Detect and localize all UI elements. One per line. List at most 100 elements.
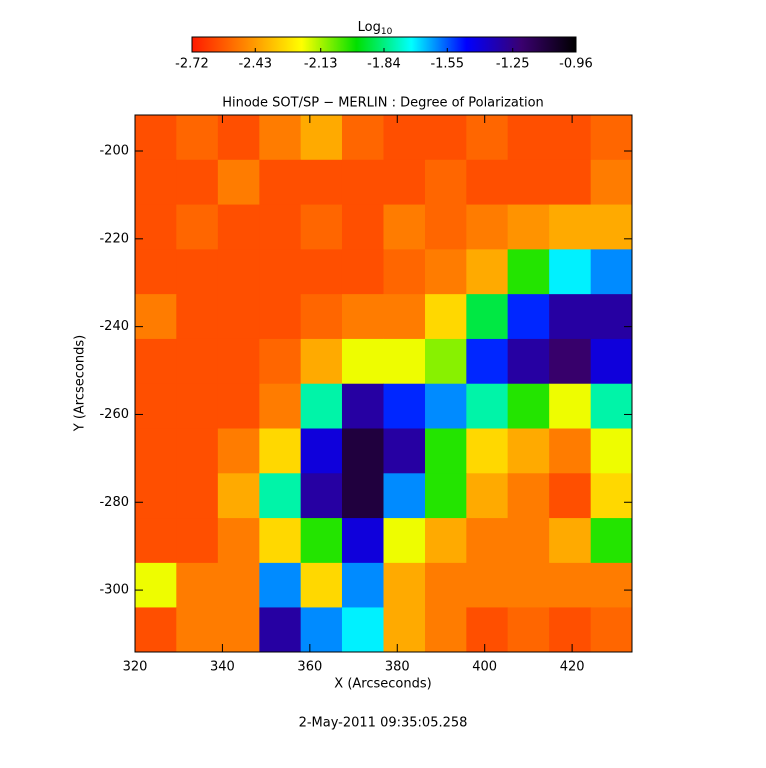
colorbar-label: Log10: [358, 20, 393, 37]
heatmap-cell: [590, 338, 632, 385]
heatmap-cell: [466, 383, 509, 430]
heatmap-cell: [176, 294, 219, 340]
heatmap-cell: [507, 562, 550, 608]
heatmap-cell: [383, 383, 426, 430]
heatmap-cell: [507, 428, 550, 474]
colorbar-tick-label: -2.72: [175, 57, 209, 72]
heatmap-cell: [135, 204, 177, 250]
heatmap-cell: [507, 338, 550, 385]
heatmap-cell: [425, 473, 467, 519]
heatmap-cell: [341, 428, 384, 474]
heatmap-cell: [590, 249, 632, 295]
heatmap-cell: [176, 115, 219, 161]
y-tick-label: -200: [99, 144, 129, 159]
heatmap-cell: [507, 204, 550, 250]
heatmap-cell: [549, 383, 592, 430]
heatmap-cell: [259, 159, 302, 206]
heatmap-cell: [590, 607, 632, 652]
heatmap-cell: [549, 473, 592, 519]
heatmap-cell: [466, 428, 509, 474]
y-tick-label: -220: [99, 231, 129, 246]
heatmap-cell: [507, 383, 550, 430]
heatmap-cell: [549, 562, 592, 608]
heatmap-cell: [135, 607, 177, 652]
heatmap-cell: [259, 383, 302, 430]
heatmap-cell: [383, 249, 426, 295]
heatmap-cell: [466, 518, 509, 564]
heatmap-cell: [466, 294, 509, 340]
x-axis-label: X (Arcseconds): [334, 677, 431, 692]
heatmap-cell: [341, 294, 384, 340]
colorbar-tick-label: -1.55: [430, 57, 464, 72]
heatmap-cell: [135, 428, 177, 474]
heatmap-cell: [507, 159, 550, 206]
heatmap-cell: [300, 562, 343, 608]
heatmap-cell: [176, 428, 219, 474]
heatmap-cell: [549, 204, 592, 250]
heatmap-cell: [425, 518, 467, 564]
x-tick-label: 400: [472, 660, 497, 675]
colorbar-tick-label: -0.96: [559, 57, 593, 72]
heatmap-cell: [466, 249, 509, 295]
heatmap-cell: [341, 607, 384, 652]
heatmap-cell: [217, 607, 260, 652]
heatmap-cell: [300, 338, 343, 385]
heatmap-cell: [466, 338, 509, 385]
heatmap-cell: [135, 518, 177, 564]
heatmap-cell: [425, 338, 467, 385]
heatmap-cell: [383, 294, 426, 340]
heatmap-cell: [590, 473, 632, 519]
heatmap-cell: [300, 249, 343, 295]
heatmap-cell: [217, 115, 260, 161]
heatmap-cell: [259, 249, 302, 295]
heatmap-cell: [590, 204, 632, 250]
heatmap-cell: [135, 159, 177, 206]
heatmap-cell: [300, 473, 343, 519]
heatmap-cell: [425, 607, 467, 652]
chart-title: Hinode SOT/SP − MERLIN : Degree of Polar…: [222, 96, 544, 111]
heatmap-cell: [300, 518, 343, 564]
heatmap-cell: [549, 159, 592, 206]
colorbar-label-base: Log: [358, 20, 381, 35]
heatmap-cell: [259, 115, 302, 161]
heatmap-cell: [176, 518, 219, 564]
heatmap-cell: [383, 473, 426, 519]
heatmap-cell: [425, 204, 467, 250]
heatmap-cell: [507, 294, 550, 340]
heatmap-cell: [383, 562, 426, 608]
heatmap-cell: [259, 562, 302, 608]
heatmap-cell: [383, 159, 426, 206]
x-tick-label: 420: [560, 660, 585, 675]
heatmap-cell: [176, 338, 219, 385]
colorbar-tick-label: -1.84: [367, 57, 401, 72]
heatmap-cell: [217, 338, 260, 385]
heatmap-cell: [135, 249, 177, 295]
heatmap-cell: [549, 115, 592, 161]
heatmap-cell: [549, 607, 592, 652]
heatmap-cell: [217, 159, 260, 206]
heatmap-cell: [259, 607, 302, 652]
heatmap-cell: [217, 249, 260, 295]
heatmap-cell: [507, 518, 550, 564]
heatmap-cell: [549, 294, 592, 340]
heatmap-cell: [383, 428, 426, 474]
heatmap-cell: [341, 383, 384, 430]
heatmap-cell: [383, 518, 426, 564]
heatmap-cell: [300, 115, 343, 161]
heatmap-cell: [425, 428, 467, 474]
heatmap-cell: [590, 428, 632, 474]
heatmap-cell: [300, 294, 343, 340]
heatmap-cell: [341, 249, 384, 295]
heatmap-cell: [217, 383, 260, 430]
heatmap-cell: [259, 473, 302, 519]
heatmap-cell: [300, 204, 343, 250]
heatmap-cell: [549, 518, 592, 564]
heatmap-cell: [590, 159, 632, 206]
heatmap-cell: [425, 115, 467, 161]
heatmap-cell: [549, 428, 592, 474]
heatmap-cell: [300, 607, 343, 652]
heatmap-cell: [259, 338, 302, 385]
y-axis-label: Y (Arcseconds): [73, 335, 88, 432]
heatmap-cell: [300, 383, 343, 430]
heatmap-cell: [135, 383, 177, 430]
